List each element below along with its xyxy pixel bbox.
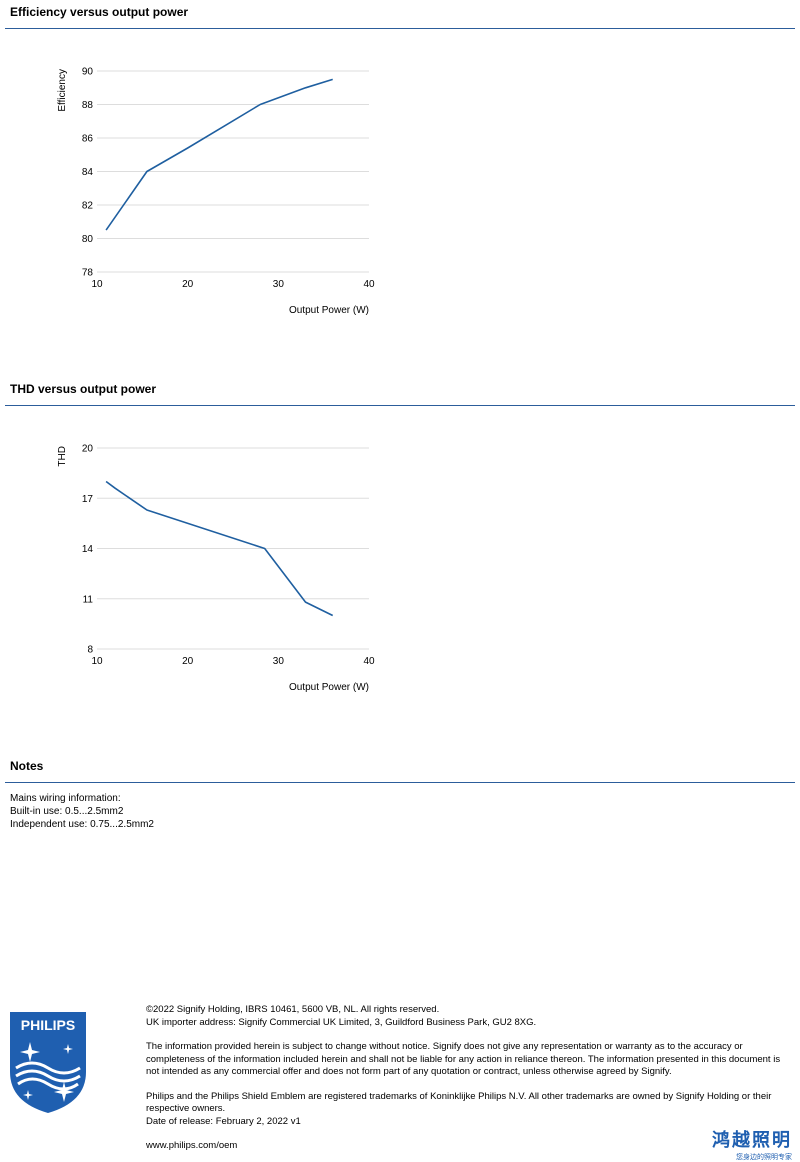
y-tick-label: 8	[87, 645, 93, 656]
notes-line: Mains wiring information:	[10, 793, 121, 804]
website-link[interactable]: www.philips.com/oem	[146, 1140, 238, 1151]
x-tick-label: 20	[182, 279, 194, 290]
x-tick-label: 10	[91, 656, 103, 667]
x-tick-label: 40	[363, 279, 375, 290]
thd-section-title: THD versus output power	[10, 382, 157, 396]
y-tick-label: 14	[82, 544, 94, 555]
thd-section-rule	[5, 405, 795, 406]
y-axis-label: Efficiency	[57, 69, 68, 112]
chart-svg: 8 11 14 17 20 10 20 30 40 Output Power (W) THD	[57, 444, 375, 694]
philips-shield-logo: PHILIPS	[8, 1010, 88, 1115]
y-tick-label: 86	[82, 134, 94, 145]
brand-watermark-slogan: 您身边的照明专家	[736, 1153, 792, 1161]
trademark-paragraph: Philips and the Philips Shield Emblem ar…	[146, 1090, 772, 1115]
x-tick-label: 40	[363, 656, 375, 667]
philips-logo-text: PHILIPS	[21, 1017, 75, 1033]
y-tick-label: 80	[82, 234, 94, 245]
series-line	[105, 78, 333, 231]
x-tick-label: 30	[273, 279, 285, 290]
notes-line: Independent use: 0.75...2.5mm2	[10, 819, 154, 830]
y-tick-label: 88	[82, 100, 94, 111]
x-tick-label: 10	[91, 279, 103, 290]
x-axis-label: Output Power (W)	[289, 682, 369, 693]
series-line	[105, 480, 334, 617]
philips-shield-icon: PHILIPS	[10, 1012, 86, 1113]
thd-chart: 8 11 14 17 20 10 20 30 40 Output Power (W) THD	[45, 432, 390, 694]
notes-line: Built-in use: 0.5...2.5mm2	[10, 806, 124, 817]
x-axis-label: Output Power (W)	[289, 305, 369, 316]
x-tick-label: 30	[273, 656, 285, 667]
y-tick-label: 90	[82, 67, 94, 78]
release-date: Date of release: February 2, 2022 v1	[146, 1115, 301, 1127]
efficiency-chart: 78 80 82 84 86 88 90 10 20 30 40 Output Power (W) Ef…	[45, 55, 390, 317]
y-tick-label: 82	[82, 201, 94, 212]
y-tick-label: 11	[83, 594, 94, 605]
brand-watermark-name: 鸿越照明	[712, 1130, 792, 1151]
efficiency-section-rule	[5, 28, 795, 29]
notes-block: Mains wiring information: Built-in use: …	[10, 792, 154, 831]
y-axis-label: THD	[57, 446, 68, 467]
copyright-line: ©2022 Signify Holding, IBRS 10461, 5600 …	[146, 1004, 440, 1015]
y-tick-label: 84	[82, 167, 94, 178]
y-tick-label: 20	[82, 444, 94, 455]
y-tick-label: 17	[82, 494, 94, 505]
brand-watermark: 鸿越照明 您身边的照明专家	[712, 1126, 792, 1162]
disclaimer-paragraph: The information provided herein is subje…	[146, 1041, 781, 1077]
notes-section-title: Notes	[10, 759, 44, 773]
efficiency-section-title: Efficiency versus output power	[10, 5, 189, 19]
notes-section-rule	[5, 782, 795, 783]
y-tick-label: 78	[82, 268, 94, 279]
chart-svg: 78 80 82 84 86 88 90 10 20 30 40 Output Power (W) Ef…	[57, 67, 375, 317]
x-tick-label: 20	[182, 656, 194, 667]
footer-legal-text: ©2022 Signify Holding, IBRS 10461, 5600 …	[146, 1004, 791, 1153]
importer-line: UK importer address: Signify Commercial …	[146, 1016, 537, 1028]
